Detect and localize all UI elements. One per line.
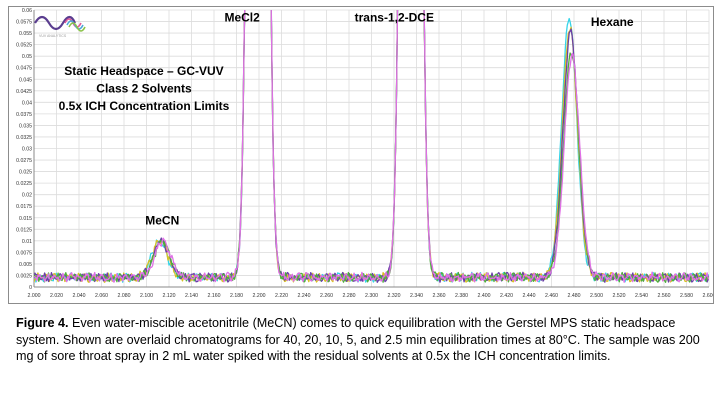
x-tick-label: 2.320 <box>388 293 401 299</box>
x-tick-label: 2.460 <box>545 293 558 299</box>
x-tick-label: 2.440 <box>523 293 536 299</box>
y-tick-label: 0.01 <box>22 239 32 245</box>
x-tick-label: 2.480 <box>568 293 581 299</box>
x-tick-label: 2.020 <box>50 293 63 299</box>
y-tick-label: 0.005 <box>19 262 32 268</box>
y-tick-label: 0.05 <box>22 54 32 60</box>
svg-text:VUV ANALYTICS: VUV ANALYTICS <box>39 34 67 38</box>
peak-label: MeCl2 <box>224 11 260 25</box>
y-tick-label: 0.0475 <box>16 66 32 72</box>
y-tick-label: 0.02 <box>22 193 32 199</box>
x-tick-label: 2.600 <box>703 293 713 299</box>
peak-label: trans-1,2-DCE <box>355 11 434 25</box>
y-tick-label: 0.055 <box>19 31 32 37</box>
y-tick-label: 0.025 <box>19 170 32 176</box>
chart-title-line: Class 2 Solvents <box>96 82 192 96</box>
y-tick-label: 0.045 <box>19 77 32 83</box>
x-tick-label: 2.180 <box>230 293 243 299</box>
y-tick-label: 0.035 <box>19 123 32 129</box>
x-tick-label: 2.160 <box>208 293 221 299</box>
caption-text: Even water-miscible acetonitrile (MeCN) … <box>16 316 700 364</box>
x-tick-label: 2.040 <box>73 293 86 299</box>
x-tick-label: 2.500 <box>590 293 603 299</box>
x-tick-label: 2.300 <box>365 293 378 299</box>
x-tick-label: 2.100 <box>140 293 153 299</box>
x-tick-label: 2.560 <box>658 293 671 299</box>
chromatogram-chart: 0 0.0025 0.005 0.0075 0.01 0.0125 0.015 0.0175 0… <box>16 8 713 299</box>
x-tick-label: 2.360 <box>433 293 446 299</box>
y-tick-label: 0.0075 <box>16 250 32 256</box>
caption-label: Figure 4. <box>16 316 69 330</box>
x-tick-label: 2.000 <box>28 293 41 299</box>
y-tick-label: 0.0225 <box>16 181 32 187</box>
y-tick-label: 0.0375 <box>16 112 32 118</box>
x-tick-label: 2.080 <box>118 293 131 299</box>
y-tick-label: 0.0425 <box>16 89 32 95</box>
y-tick-label: 0.0175 <box>16 204 32 210</box>
x-tick-label: 2.200 <box>253 293 266 299</box>
x-tick-label: 2.240 <box>298 293 311 299</box>
x-tick-label: 2.580 <box>680 293 693 299</box>
y-tick-label: 0.0125 <box>16 227 32 233</box>
x-tick-label: 2.540 <box>635 293 648 299</box>
y-tick-label: 0.0025 <box>16 273 32 279</box>
peak-label: MeCN <box>145 214 179 228</box>
x-tick-label: 2.520 <box>613 293 626 299</box>
y-tick-label: 0.015 <box>19 216 32 222</box>
y-tick-label: 0.0525 <box>16 43 32 49</box>
x-tick-label: 2.400 <box>478 293 491 299</box>
y-tick-label: 0.03 <box>22 147 32 153</box>
figure-caption: Figure 4. Even water-miscible acetonitri… <box>16 315 710 365</box>
chart-title-line: Static Headspace – GC-VUV <box>64 64 223 78</box>
chart-frame: 0 0.0025 0.005 0.0075 0.01 0.0125 0.015 0.0175 0… <box>8 6 714 304</box>
x-tick-label: 2.120 <box>163 293 176 299</box>
peak-label: Hexane <box>591 15 634 29</box>
y-tick-label: 0.0275 <box>16 158 32 164</box>
y-tick-label: 0.06 <box>22 8 32 14</box>
x-tick-label: 2.280 <box>343 293 356 299</box>
chromatogram-trace <box>34 10 709 283</box>
y-tick-label: 0.04 <box>22 100 32 106</box>
x-tick-label: 2.060 <box>95 293 108 299</box>
x-tick-label: 2.420 <box>500 293 513 299</box>
vuv-wave-logo: VUV ANALYTICS <box>34 15 86 38</box>
x-tick-label: 2.260 <box>320 293 333 299</box>
x-tick-label: 2.220 <box>275 293 288 299</box>
y-tick-label: 0.0325 <box>16 135 32 141</box>
x-tick-label: 2.340 <box>410 293 423 299</box>
y-tick-label: 0 <box>29 285 32 291</box>
chart-title-line: 0.5x ICH Concentration Limits <box>59 99 230 113</box>
y-tick-label: 0.0575 <box>16 20 32 26</box>
x-tick-label: 2.140 <box>185 293 198 299</box>
x-tick-label: 2.380 <box>455 293 468 299</box>
